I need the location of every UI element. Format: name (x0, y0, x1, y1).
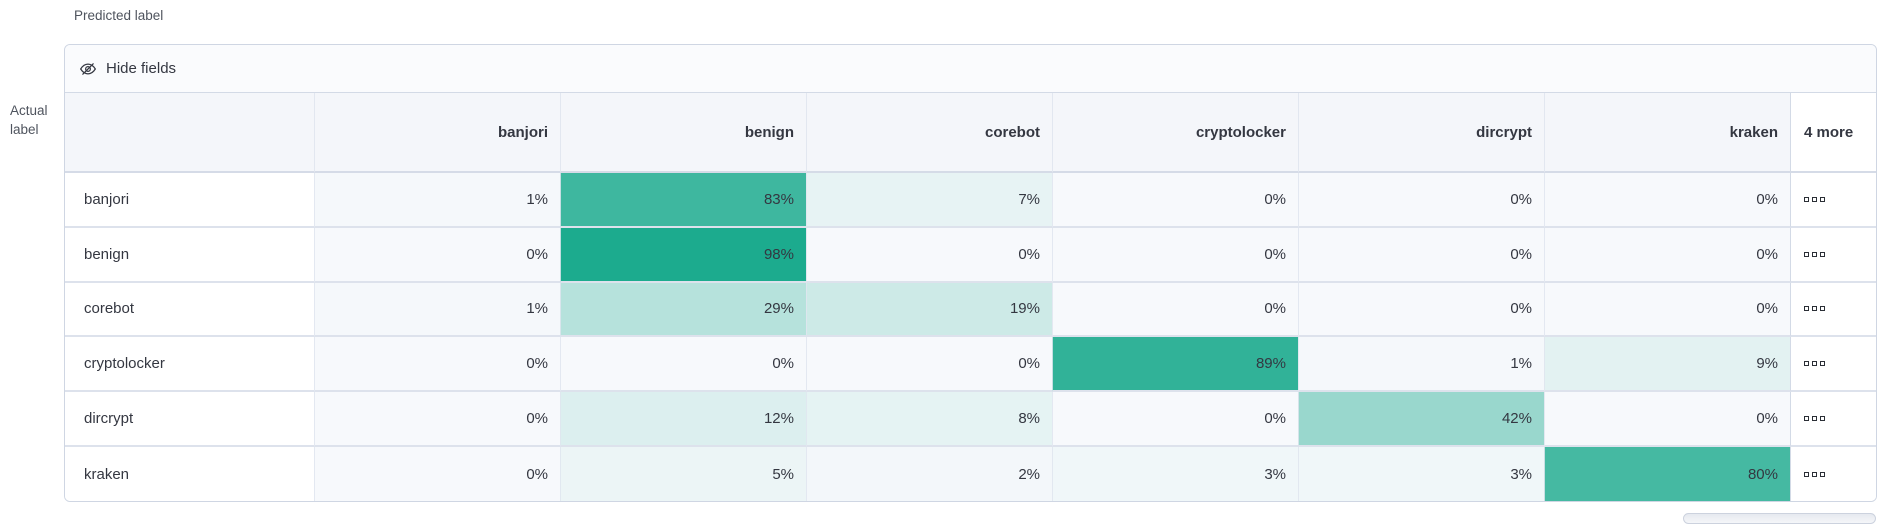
matrix-cell[interactable]: 0% (806, 337, 1052, 393)
matrix-cell[interactable]: 80% (1544, 446, 1790, 501)
matrix-cell[interactable]: 0% (1298, 282, 1544, 338)
row-actions-cell[interactable] (1790, 282, 1876, 338)
matrix-cell[interactable]: 1% (314, 173, 560, 228)
matrix-cell[interactable]: 42% (1298, 392, 1544, 447)
row-actions-cell[interactable] (1790, 392, 1876, 447)
matrix-cell[interactable]: 2% (806, 446, 1052, 501)
confusion-matrix-panel: Hide fields banjori benign corebot cryptolo… (64, 44, 1877, 502)
matrix-cell[interactable]: 5% (560, 446, 806, 501)
matrix-cell[interactable]: 0% (1544, 227, 1790, 283)
matrix-cell[interactable]: 1% (1298, 337, 1544, 393)
matrix-cell[interactable]: 0% (1052, 282, 1298, 338)
confusion-matrix-grid: banjori benign corebot cryptolocker dircrypt… (65, 93, 1876, 501)
actual-axis-label-line1: Actual (10, 103, 48, 118)
matrix-cell[interactable]: 3% (1298, 446, 1544, 501)
boxes-horizontal-icon[interactable] (1804, 416, 1825, 422)
matrix-cell[interactable]: 0% (314, 227, 560, 283)
row-label-dircrypt[interactable]: dircrypt (65, 392, 314, 447)
matrix-cell[interactable]: 89% (1052, 337, 1298, 393)
matrix-cell[interactable]: 0% (1052, 227, 1298, 283)
row-actions-cell[interactable] (1790, 337, 1876, 393)
column-header-cryptolocker[interactable]: cryptolocker (1052, 93, 1298, 173)
matrix-cell[interactable]: 0% (314, 392, 560, 447)
row-actions-cell[interactable] (1790, 227, 1876, 283)
column-header-corebot[interactable]: corebot (806, 93, 1052, 173)
row-label-corebot[interactable]: corebot (65, 282, 314, 338)
actual-axis-label: Actual label (10, 101, 48, 139)
matrix-cell[interactable]: 19% (806, 282, 1052, 338)
matrix-cell[interactable]: 0% (1544, 282, 1790, 338)
row-actions-cell[interactable] (1790, 446, 1876, 501)
matrix-cell[interactable]: 3% (1052, 446, 1298, 501)
predicted-axis-label: Predicted label (74, 8, 164, 23)
matrix-cell[interactable]: 0% (314, 446, 560, 501)
boxes-horizontal-icon[interactable] (1804, 306, 1825, 312)
matrix-cell[interactable]: 0% (1298, 227, 1544, 283)
matrix-cell[interactable]: 12% (560, 392, 806, 447)
row-label-kraken[interactable]: kraken (65, 446, 314, 501)
matrix-cell[interactable]: 0% (314, 337, 560, 393)
matrix-cell[interactable]: 9% (1544, 337, 1790, 393)
hide-fields-button[interactable]: Hide fields (79, 60, 176, 78)
column-header-kraken[interactable]: kraken (1544, 93, 1790, 173)
column-header-dircrypt[interactable]: dircrypt (1298, 93, 1544, 173)
matrix-cell[interactable]: 29% (560, 282, 806, 338)
row-actions-cell[interactable] (1790, 173, 1876, 228)
matrix-cell[interactable]: 0% (1052, 173, 1298, 228)
column-header-benign[interactable]: benign (560, 93, 806, 173)
matrix-cell[interactable]: 0% (1544, 173, 1790, 228)
row-label-benign[interactable]: benign (65, 227, 314, 283)
matrix-cell[interactable]: 8% (806, 392, 1052, 447)
matrix-cell[interactable]: 1% (314, 282, 560, 338)
boxes-horizontal-icon[interactable] (1804, 361, 1825, 367)
column-header-banjori[interactable]: banjori (314, 93, 560, 173)
boxes-horizontal-icon[interactable] (1804, 251, 1825, 257)
boxes-horizontal-icon[interactable] (1804, 471, 1825, 477)
matrix-cell[interactable]: 0% (806, 227, 1052, 283)
more-columns-header[interactable]: 4 more (1790, 93, 1876, 173)
matrix-cell[interactable]: 7% (806, 173, 1052, 228)
actual-axis-label-line2: label (10, 122, 39, 137)
header-corner-cell (65, 93, 314, 173)
matrix-cell[interactable]: 0% (1298, 173, 1544, 228)
horizontal-scrollbar[interactable] (1683, 513, 1876, 524)
eye-closed-icon (79, 60, 97, 78)
matrix-cell[interactable]: 0% (1052, 392, 1298, 447)
row-label-banjori[interactable]: banjori (65, 173, 314, 228)
matrix-cell[interactable]: 0% (1544, 392, 1790, 447)
matrix-cell[interactable]: 98% (560, 227, 806, 283)
boxes-horizontal-icon[interactable] (1804, 196, 1825, 202)
matrix-cell[interactable]: 0% (560, 337, 806, 393)
hide-fields-label: Hide fields (106, 60, 177, 77)
matrix-cell[interactable]: 83% (560, 173, 806, 228)
grid-controls-bar: Hide fields (65, 45, 1876, 93)
row-label-cryptolocker[interactable]: cryptolocker (65, 337, 314, 393)
